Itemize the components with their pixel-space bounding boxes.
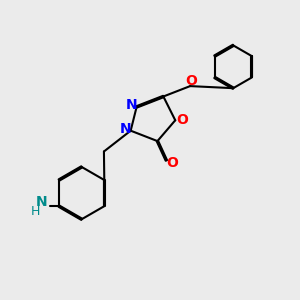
Text: N: N [125, 98, 137, 112]
Text: O: O [186, 74, 197, 88]
Text: O: O [167, 156, 178, 170]
Text: N: N [119, 122, 131, 136]
Text: N: N [35, 195, 47, 209]
Text: H: H [31, 205, 40, 218]
Text: O: O [176, 113, 188, 127]
